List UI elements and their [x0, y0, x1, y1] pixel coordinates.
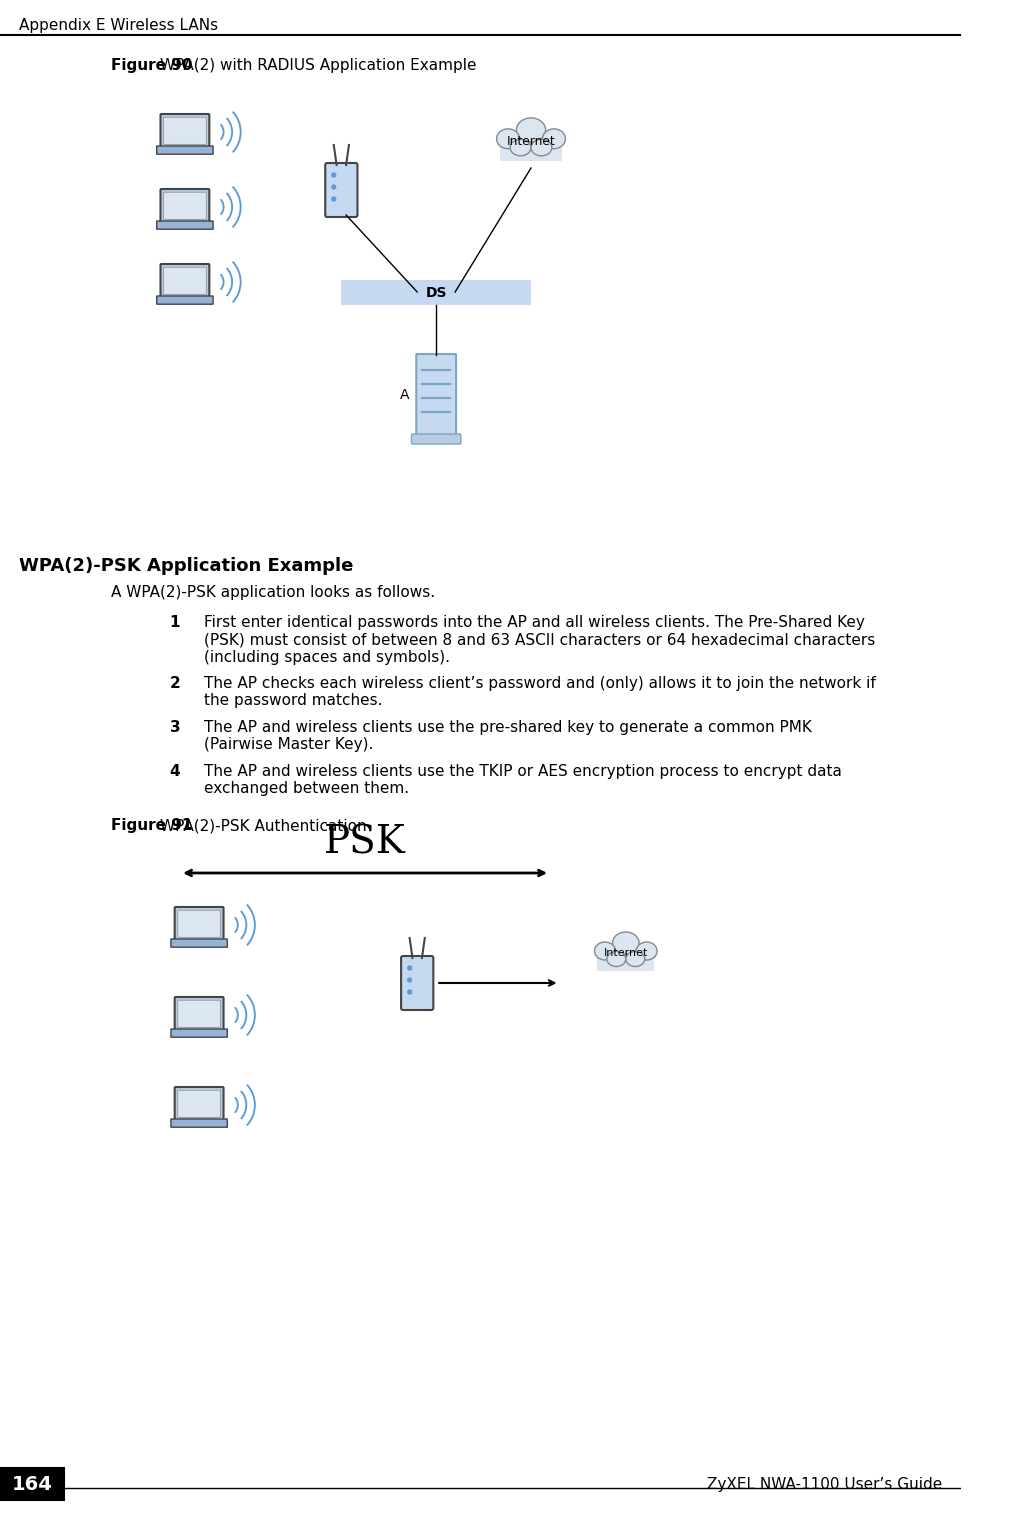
FancyBboxPatch shape [174, 1087, 223, 1120]
FancyBboxPatch shape [171, 939, 227, 948]
Text: ZyXEL NWA-1100 User’s Guide: ZyXEL NWA-1100 User’s Guide [707, 1477, 942, 1492]
FancyBboxPatch shape [157, 221, 213, 229]
FancyBboxPatch shape [174, 997, 223, 1030]
FancyBboxPatch shape [157, 146, 213, 154]
Ellipse shape [606, 951, 626, 966]
FancyBboxPatch shape [163, 117, 206, 145]
Text: Internet: Internet [507, 134, 556, 148]
Text: WPA(2)-PSK Authentication: WPA(2)-PSK Authentication [160, 818, 367, 834]
Ellipse shape [626, 951, 645, 966]
FancyBboxPatch shape [163, 267, 206, 294]
Text: 4: 4 [169, 764, 180, 779]
Text: 3: 3 [169, 719, 180, 735]
FancyBboxPatch shape [500, 139, 563, 162]
FancyBboxPatch shape [177, 1000, 220, 1027]
Text: The AP and wireless clients use the TKIP or AES encryption process to encrypt da: The AP and wireless clients use the TKIP… [204, 764, 842, 797]
Text: WPA(2)-PSK Application Example: WPA(2)-PSK Application Example [19, 556, 353, 575]
FancyBboxPatch shape [171, 1029, 227, 1038]
Circle shape [332, 197, 336, 201]
Ellipse shape [531, 139, 552, 155]
Text: Appendix E Wireless LANs: Appendix E Wireless LANs [19, 18, 218, 34]
Text: 1: 1 [169, 616, 180, 629]
FancyBboxPatch shape [157, 296, 213, 305]
FancyBboxPatch shape [163, 192, 206, 219]
Circle shape [332, 174, 336, 177]
Circle shape [408, 978, 412, 981]
FancyBboxPatch shape [597, 951, 654, 971]
Ellipse shape [636, 942, 657, 960]
Ellipse shape [594, 942, 615, 960]
Ellipse shape [516, 117, 546, 142]
Ellipse shape [612, 933, 639, 954]
Text: First enter identical passwords into the AP and all wireless clients. The Pre-Sh: First enter identical passwords into the… [204, 616, 875, 664]
Text: A WPA(2)-PSK application looks as follows.: A WPA(2)-PSK application looks as follow… [111, 585, 435, 600]
FancyBboxPatch shape [174, 907, 223, 940]
Text: PSK: PSK [324, 824, 406, 861]
Text: Figure 90: Figure 90 [111, 58, 193, 73]
Ellipse shape [542, 130, 566, 149]
Text: Internet: Internet [603, 948, 648, 959]
Ellipse shape [497, 130, 519, 149]
Circle shape [408, 966, 412, 969]
FancyBboxPatch shape [177, 1090, 220, 1117]
Text: 164: 164 [12, 1475, 53, 1494]
FancyBboxPatch shape [402, 956, 433, 1010]
Text: The AP checks each wireless client’s password and (only) allows it to join the n: The AP checks each wireless client’s pas… [204, 677, 876, 709]
FancyBboxPatch shape [417, 354, 456, 436]
Text: DS: DS [426, 285, 447, 300]
FancyBboxPatch shape [160, 264, 209, 297]
Text: The AP and wireless clients use the pre-shared key to generate a common PMK
(Pai: The AP and wireless clients use the pre-… [204, 719, 812, 753]
FancyBboxPatch shape [342, 280, 531, 305]
Text: Figure 91: Figure 91 [111, 818, 193, 834]
FancyBboxPatch shape [0, 1468, 65, 1500]
FancyBboxPatch shape [177, 910, 220, 937]
Circle shape [408, 991, 412, 994]
FancyBboxPatch shape [412, 434, 460, 443]
FancyBboxPatch shape [160, 114, 209, 148]
FancyBboxPatch shape [160, 189, 209, 223]
Text: WPA(2) with RADIUS Application Example: WPA(2) with RADIUS Application Example [160, 58, 477, 73]
Text: 2: 2 [169, 677, 180, 690]
Ellipse shape [510, 139, 531, 155]
FancyBboxPatch shape [325, 163, 358, 216]
Text: A: A [401, 389, 410, 402]
FancyBboxPatch shape [171, 1119, 227, 1128]
Circle shape [332, 184, 336, 189]
